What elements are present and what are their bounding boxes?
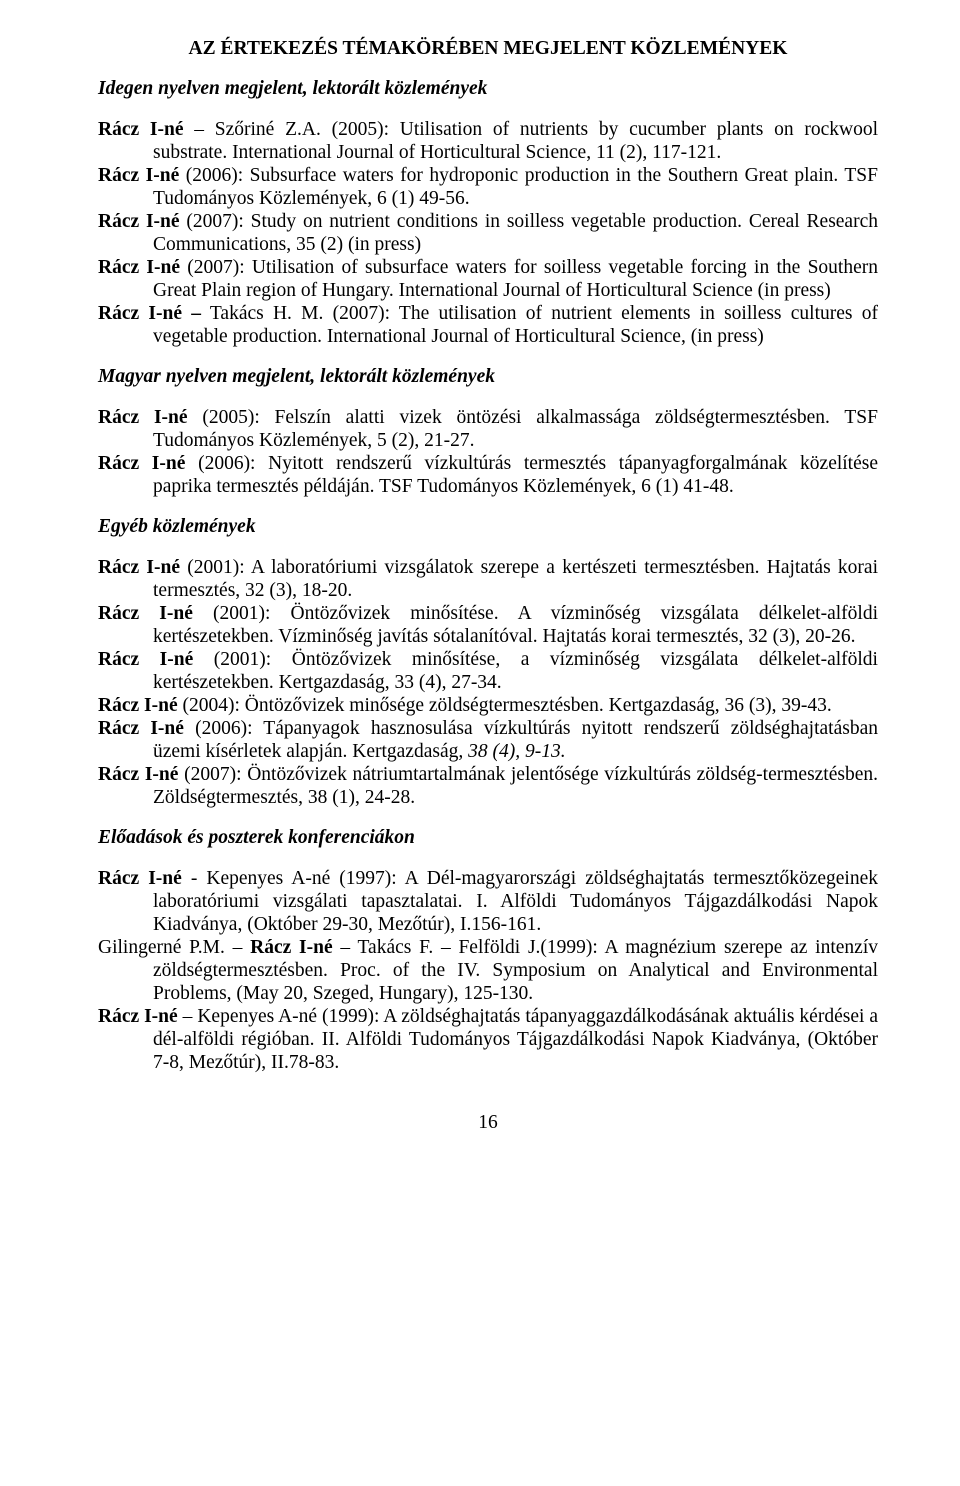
- reference-item: Rácz I-né (2001): Öntözővizek minősítése…: [98, 648, 878, 694]
- author-name: Rácz I-né –: [98, 303, 201, 324]
- reference-text: (2007): Study on nutrient conditions in …: [153, 211, 878, 255]
- reference-text: (2001): Öntözővizek minősítése. A vízmin…: [153, 603, 878, 647]
- reference-item: Rácz I-né (2006): Subsurface waters for …: [98, 164, 878, 210]
- author-name: Rácz I-né: [98, 695, 178, 716]
- reference-item: Rácz I-né (2006): Nyitott rendszerű vízk…: [98, 452, 878, 498]
- author-name: Rácz I-né: [98, 165, 179, 186]
- reference-text: (2001): A laboratóriumi vizsgálatok szer…: [153, 557, 878, 601]
- reference-text-italic: , 38 (4), 9-13.: [458, 741, 565, 762]
- section-heading-foreign: Idegen nyelven megjelent, lektorált közl…: [98, 78, 878, 100]
- reference-text: – Kepenyes A-né (1999): A zöldséghajtatá…: [153, 1006, 878, 1073]
- reference-item: Rácz I-né – Takács H. M. (2007): The uti…: [98, 302, 878, 348]
- author-name: Rácz I-né: [98, 649, 193, 670]
- author-name: Rácz I-né: [98, 557, 180, 578]
- reference-text: (2007): Utilisation of subsurface waters…: [153, 257, 878, 301]
- section-heading-hungarian: Magyar nyelven megjelent, lektorált közl…: [98, 366, 878, 388]
- reference-text: (2006): Subsurface waters for hydroponic…: [153, 165, 878, 209]
- reference-item: Rácz I-né (2007): Utilisation of subsurf…: [98, 256, 878, 302]
- author-name: Rácz I-né: [98, 453, 185, 474]
- reference-text: (2001): Öntözővizek minősítése, a vízmin…: [153, 649, 878, 693]
- author-name: Rácz I-né: [250, 937, 332, 958]
- section-heading-other: Egyéb közlemények: [98, 516, 878, 538]
- author-name: Rácz I-né: [98, 764, 178, 785]
- reference-text: – Szőriné Z.A. (2005): Utilisation of nu…: [153, 119, 878, 163]
- reference-item: Rácz I-né (2001): A laboratóriumi vizsgá…: [98, 556, 878, 602]
- author-name: Rácz I-né: [98, 868, 182, 889]
- document-title: AZ ÉRTEKEZÉS TÉMAKÖRÉBEN MEGJELENT KÖZLE…: [98, 38, 878, 60]
- page-number: 16: [98, 1112, 878, 1134]
- reference-item: Rácz I-né – Kepenyes A-né (1999): A zöld…: [98, 1005, 878, 1074]
- page-container: AZ ÉRTEKEZÉS TÉMAKÖRÉBEN MEGJELENT KÖZLE…: [0, 0, 960, 1184]
- reference-text: Takács H. M. (2007): The utilisation of …: [153, 303, 878, 347]
- author-name: Rácz I-né: [98, 119, 183, 140]
- author-prefix: Gilingerné P.M. –: [98, 937, 250, 958]
- reference-text: (2006): Nyitott rendszerű vízkultúrás te…: [153, 453, 878, 497]
- reference-item: Rácz I-né - Kepenyes A-né (1997): A Dél-…: [98, 867, 878, 936]
- reference-item: Rácz I-né (2004): Öntözővizek minősége z…: [98, 694, 878, 717]
- author-name: Rácz I-né: [98, 603, 193, 624]
- reference-text: (2004): Öntözővizek minősége zöldségterm…: [178, 695, 832, 716]
- author-name: Rácz I-né: [98, 1006, 178, 1027]
- reference-item: Rácz I-né (2005): Felszín alatti vizek ö…: [98, 406, 878, 452]
- reference-item: Rácz I-né (2001): Öntözővizek minősítése…: [98, 602, 878, 648]
- reference-item: Rácz I-né (2007): Study on nutrient cond…: [98, 210, 878, 256]
- reference-text: (2005): Felszín alatti vizek öntözési al…: [153, 407, 878, 451]
- author-name: Rácz I-né: [98, 718, 184, 739]
- reference-text: (2007): Öntözővizek nátriumtartalmának j…: [153, 764, 878, 808]
- section-heading-conferences: Előadások és poszterek konferenciákon: [98, 827, 878, 849]
- reference-item: Gilingerné P.M. – Rácz I-né – Takács F. …: [98, 936, 878, 1005]
- reference-text: - Kepenyes A-né (1997): A Dél-magyarorsz…: [153, 868, 878, 935]
- reference-item: Rácz I-né – Szőriné Z.A. (2005): Utilisa…: [98, 118, 878, 164]
- author-name: Rácz I-né: [98, 407, 188, 428]
- reference-item: Rácz I-né (2006): Tápanyagok hasznosulás…: [98, 717, 878, 763]
- reference-item: Rácz I-né (2007): Öntözővizek nátriumtar…: [98, 763, 878, 809]
- author-name: Rácz I-né: [98, 257, 180, 278]
- author-name: Rácz I-né: [98, 211, 180, 232]
